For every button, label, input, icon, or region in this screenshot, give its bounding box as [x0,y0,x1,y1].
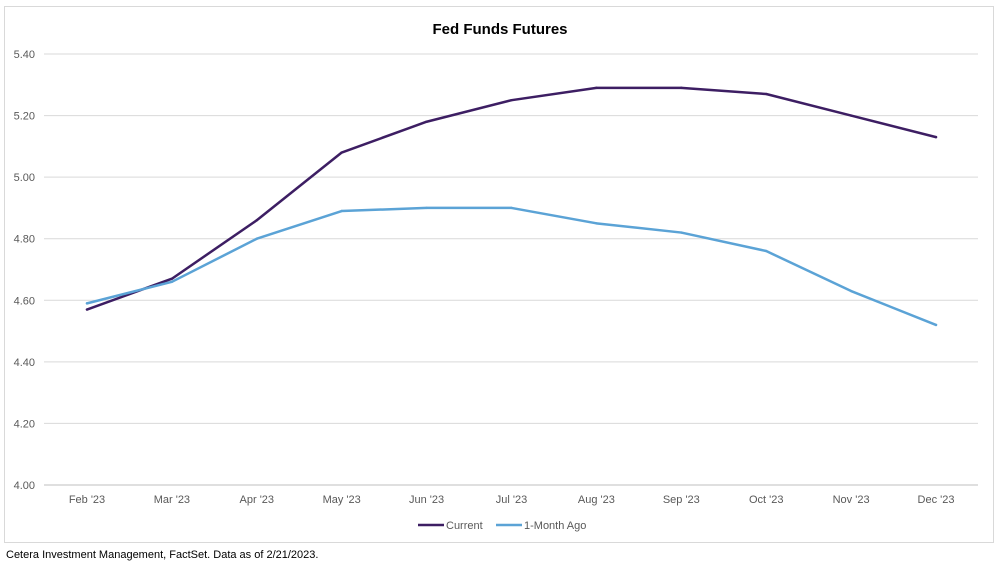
series-line-2 [85,206,938,327]
data-point [510,98,513,102]
x-tick-label: Dec '23 [918,494,955,506]
x-tick-label: May '23 [323,494,361,506]
x-axis-ticks: Feb '23 Mar '23 Apr '23 May '23 Jun '23 Jul '… [69,494,955,506]
x-tick-label: Apr '23 [240,494,275,506]
y-tick-label: 5.00 [14,172,35,184]
data-point [85,308,89,311]
series-line-1 [85,86,938,311]
y-tick-label: 5.40 [14,49,35,61]
y-tick-label: 4.00 [14,480,35,492]
legend-label: Current [446,520,483,532]
x-tick-label: Aug '23 [578,494,615,506]
data-point [595,222,598,225]
data-point [934,323,938,327]
data-point [510,206,513,210]
data-point [170,277,174,280]
x-tick-label: Jul '23 [496,494,527,506]
chart-title: Fed Funds Futures [433,21,568,38]
x-tick-label: Jun '23 [409,494,444,506]
y-tick-label: 4.40 [14,357,35,369]
source-note: Cetera Investment Management, FactSet. D… [6,549,319,561]
data-point [425,120,428,123]
x-tick-label: Feb '23 [69,494,105,506]
data-point [849,114,853,117]
data-point [765,249,768,253]
x-tick-label: Mar '23 [154,494,190,506]
data-point [680,86,683,90]
data-point [85,302,89,305]
y-tick-label: 4.60 [14,295,35,307]
y-tick-label: 4.20 [14,418,35,430]
x-tick-label: Nov '23 [833,494,870,506]
data-point [425,206,428,210]
data-point [934,135,938,139]
series-lines [85,86,938,327]
x-tick-label: Oct '23 [749,494,784,506]
data-point [170,280,174,284]
legend-label: 1-Month Ago [524,520,586,532]
data-point [255,219,258,222]
legend: Current 1-Month Ago [418,520,586,532]
data-point [765,92,768,96]
data-point [255,237,258,240]
x-tick-label: Sep '23 [663,494,700,506]
y-tick-label: 5.20 [14,111,35,123]
data-point [340,209,343,213]
chart-frame [4,6,994,543]
y-tick-label: 4.80 [14,234,35,246]
y-axis-ticks: 4.00 4.20 4.40 4.60 4.80 5.00 5.20 5.40 [14,49,35,492]
data-point [595,86,598,90]
data-point [680,231,683,234]
data-point [849,289,853,293]
gridlines [44,53,978,486]
data-point [340,151,343,154]
